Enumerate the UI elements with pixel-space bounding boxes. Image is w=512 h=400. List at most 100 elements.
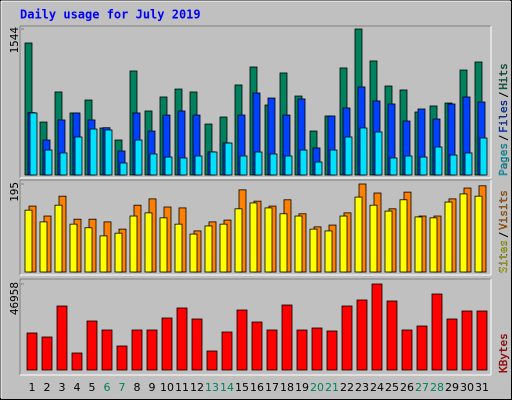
- legend: Pages Files Hits: [497, 63, 510, 176]
- chart-title: Daily usage for July 2019: [20, 8, 201, 22]
- bar: [119, 162, 128, 176]
- x-tick-label: 24: [370, 381, 384, 394]
- x-tick-label: 2: [44, 381, 51, 394]
- bar: [444, 201, 453, 273]
- bar: [374, 131, 383, 176]
- bar: [449, 154, 458, 176]
- x-tick-label: 6: [104, 381, 111, 394]
- x-tick-label: 10: [160, 381, 174, 394]
- bar: [236, 309, 248, 371]
- bar: [459, 193, 468, 273]
- bar: [224, 142, 233, 176]
- x-tick-label: 1: [29, 381, 36, 394]
- bar: [174, 223, 183, 273]
- bar: [461, 310, 473, 371]
- bar: [249, 202, 258, 273]
- bar: [149, 153, 158, 176]
- bar: [401, 329, 413, 371]
- x-tick-label: 9: [149, 381, 156, 394]
- x-tick-label: 19: [295, 381, 309, 394]
- x-tick-label: 12: [190, 381, 204, 394]
- bar: [251, 321, 263, 371]
- legend-separator: [498, 92, 509, 98]
- bar: [371, 283, 383, 371]
- bar: [476, 310, 488, 371]
- bar: [101, 329, 113, 371]
- bar: [234, 208, 243, 273]
- x-tick-label: 16: [250, 381, 264, 394]
- bar: [114, 232, 123, 273]
- bar: [159, 217, 168, 273]
- bar: [116, 345, 128, 371]
- bar: [179, 157, 188, 176]
- bar: [369, 204, 378, 273]
- legend-label: KBytes: [497, 333, 510, 373]
- bar: [359, 127, 368, 176]
- bar: [341, 305, 353, 371]
- bar: [206, 350, 218, 371]
- bar: [414, 216, 423, 273]
- x-tick-label: 3: [59, 381, 66, 394]
- x-tick-label: 7: [119, 381, 126, 394]
- bar: [129, 215, 138, 273]
- bar: [89, 128, 98, 176]
- bar: [279, 213, 288, 273]
- x-tick-label: 27: [415, 381, 429, 394]
- x-tick-label: 29: [445, 381, 459, 394]
- bar: [329, 149, 338, 176]
- bar: [399, 199, 408, 273]
- x-tick-label: 31: [475, 381, 489, 394]
- bar: [354, 196, 363, 273]
- bar: [294, 215, 303, 273]
- bar: [99, 235, 108, 273]
- x-tick-label: 20: [310, 381, 324, 394]
- y-tick-label: 46958: [8, 282, 21, 315]
- bar: [209, 151, 218, 176]
- x-tick-label: 14: [220, 381, 234, 394]
- x-tick-label: 4: [74, 381, 81, 394]
- bar: [386, 300, 398, 371]
- bar: [29, 112, 38, 176]
- legend-label: Sites: [497, 240, 510, 273]
- x-tick-label: 5: [89, 381, 96, 394]
- bar: [189, 233, 198, 273]
- bar: [239, 155, 248, 176]
- bar: [416, 325, 428, 371]
- bar: [344, 136, 353, 176]
- bar: [446, 318, 458, 371]
- legend: KBytes: [497, 333, 510, 373]
- bar: [404, 155, 413, 176]
- x-tick-label: 11: [175, 381, 189, 394]
- legend-label: Visits: [497, 190, 510, 230]
- bar: [176, 307, 188, 371]
- legend-label: Pages: [497, 143, 510, 176]
- bar: [384, 210, 393, 273]
- bar: [59, 152, 68, 176]
- bar: [39, 221, 48, 273]
- bar: [131, 329, 143, 371]
- legend-separator: [498, 232, 509, 238]
- bar: [161, 317, 173, 371]
- bar: [464, 152, 473, 176]
- bar: [269, 153, 278, 176]
- legend-label: Hits: [497, 63, 510, 90]
- bar: [134, 139, 143, 176]
- bar: [204, 225, 213, 273]
- bar: [104, 129, 113, 176]
- bar: [314, 161, 323, 176]
- x-tick-label: 23: [355, 381, 369, 394]
- bar: [74, 136, 83, 176]
- x-tick-label: 28: [430, 381, 444, 394]
- bar: [221, 331, 233, 371]
- legend-label: Files: [497, 100, 510, 133]
- x-tick-label: 22: [340, 381, 354, 394]
- bar: [86, 320, 98, 371]
- x-tick-label: 8: [134, 381, 141, 394]
- y-tick-label: 1544: [8, 27, 21, 54]
- bar: [431, 293, 443, 371]
- x-tick-label: 18: [280, 381, 294, 394]
- legend: Sites Visits: [497, 190, 510, 273]
- bar: [434, 146, 443, 176]
